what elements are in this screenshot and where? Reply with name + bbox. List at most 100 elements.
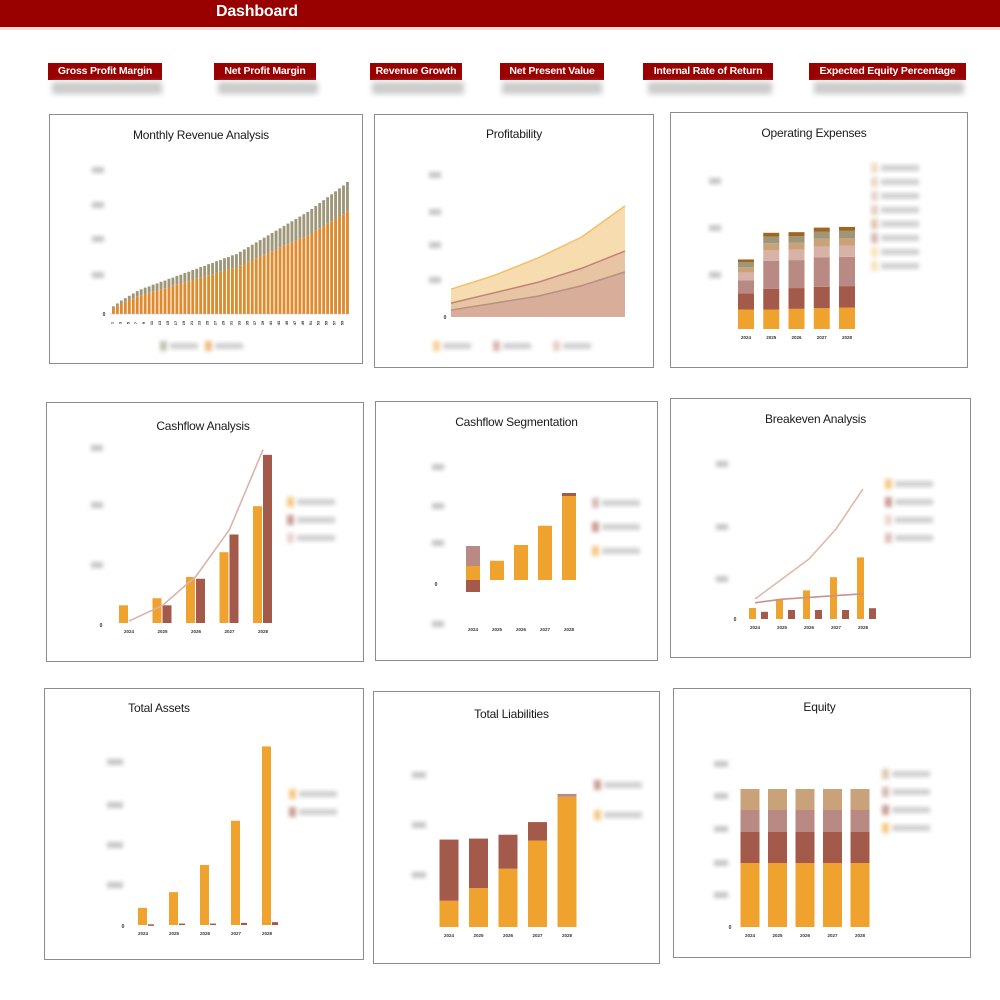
- bar-other: [219, 260, 222, 272]
- bar-segment-3: [763, 250, 780, 261]
- y-tick-label-blurred: [91, 502, 103, 508]
- bar-segment-0: [788, 308, 805, 329]
- bar-revenue: [195, 278, 199, 314]
- bar-revenue: [199, 277, 203, 314]
- chart-card-operating-expenses: Operating Expenses 2024 2025 2026 2027 2028: [670, 112, 968, 368]
- bar-segment-3: [768, 789, 787, 810]
- kpi-revenue-growth[interactable]: Revenue Growth: [370, 63, 462, 80]
- y-tick-label-blurred: [709, 225, 721, 231]
- bar-other: [139, 289, 143, 296]
- bar-revenue: [211, 274, 215, 314]
- y-tick-label-blurred: [107, 842, 123, 848]
- bar-segment-3: [850, 789, 870, 810]
- bar-segment-2: [763, 260, 780, 289]
- kpi-expected-equity-percentage[interactable]: Expected Equity Percentage: [809, 63, 966, 80]
- bar-segment-0: [740, 863, 760, 927]
- kpi-net-profit-margin[interactable]: Net Profit Margin: [214, 63, 316, 80]
- x-tick-label: 2026: [800, 933, 811, 938]
- y-tick-label-blurred: [429, 242, 441, 248]
- bar-other: [302, 214, 306, 238]
- chart-cashflow: 2024 2025 2026 2027 2028 0: [91, 445, 335, 634]
- bar-series-0: [219, 552, 229, 623]
- y-zero-label: 0: [734, 617, 737, 623]
- bar-revenue: [151, 291, 155, 314]
- x-tick-label: 29: [220, 320, 225, 325]
- bar-segment-0: [439, 900, 459, 927]
- bar-series-1: [815, 610, 822, 619]
- legend-swatch-blurred: [433, 341, 440, 351]
- y-tick-label-blurred: [107, 882, 123, 888]
- bar-other: [211, 262, 215, 275]
- bar-series-0: [562, 496, 576, 580]
- bar-other: [223, 258, 226, 271]
- x-tick-label: 15: [165, 320, 170, 325]
- legend-label-blurred: [170, 343, 198, 349]
- kpi-net-present-value[interactable]: Net Present Value: [500, 63, 604, 80]
- legend-label-blurred: [895, 481, 933, 487]
- bar-series-1: [869, 608, 876, 619]
- bar-segment-2: [788, 260, 805, 289]
- bar-segment-1: [813, 286, 830, 309]
- x-tick-label: 2027: [224, 629, 235, 634]
- x-tick-label: 53: [316, 320, 321, 325]
- chart-operating-expenses: 2024 2025 2026 2027 2028: [709, 163, 919, 340]
- x-tick-label: 19: [181, 320, 186, 325]
- legend-swatch-blurred: [594, 780, 601, 790]
- kpi-internal-rate-of-return[interactable]: Internal Rate of Return: [643, 63, 773, 80]
- bar-revenue: [310, 233, 314, 314]
- x-tick-label: 2024: [741, 335, 752, 340]
- legend-swatch-blurred: [871, 219, 878, 229]
- bar-other: [159, 281, 163, 290]
- legend-swatch-blurred: [553, 341, 560, 351]
- bar-other: [310, 208, 314, 233]
- bar-series-2: [466, 546, 480, 566]
- y-tick-label-blurred: [716, 461, 728, 467]
- bar-segment-0: [768, 863, 787, 927]
- legend-label-blurred: [299, 791, 337, 797]
- kpi-gross-profit-margin[interactable]: Gross Profit Margin: [48, 63, 162, 80]
- x-tick-label: 39: [260, 320, 265, 325]
- x-tick-label: 2026: [516, 627, 527, 632]
- x-tick-label: 33: [236, 320, 241, 325]
- bar-revenue: [187, 281, 191, 314]
- bar-other: [215, 261, 218, 273]
- legend-swatch-blurred: [160, 341, 167, 351]
- bar-other: [155, 283, 159, 291]
- bar-series-1: [788, 610, 795, 619]
- bar-revenue: [242, 263, 246, 314]
- bar-other: [163, 280, 167, 289]
- legend-swatch-blurred: [871, 163, 878, 173]
- line-series-1: [450, 250, 626, 304]
- x-tick-label: 2024: [444, 933, 455, 938]
- bar-segment-6: [763, 232, 780, 237]
- bar-series-0: [262, 746, 271, 925]
- legend-swatch-blurred: [882, 823, 889, 833]
- bar-revenue: [231, 268, 234, 314]
- x-tick-label: 11: [149, 320, 154, 325]
- y-tick-label-blurred: [714, 892, 728, 898]
- bar-series-0: [490, 560, 504, 580]
- bar-other: [123, 298, 127, 302]
- bar-other: [342, 185, 345, 215]
- x-tick-label: 2026: [804, 625, 815, 630]
- legend-swatch-blurred: [871, 205, 878, 215]
- x-tick-label: 5: [125, 321, 130, 324]
- bar-other: [270, 233, 274, 252]
- bar-segment-1: [850, 832, 870, 863]
- bar-segment-4: [788, 242, 805, 250]
- x-tick-label: 2025: [777, 625, 788, 630]
- bar-other: [187, 271, 191, 282]
- bar-other: [143, 287, 147, 295]
- bar-series-0: [830, 577, 837, 619]
- x-tick-label: 2028: [562, 933, 573, 938]
- legend-swatch-blurred: [882, 805, 889, 815]
- legend-label-blurred: [881, 221, 919, 227]
- bar-segment-6: [738, 259, 754, 263]
- bar-revenue: [139, 295, 143, 314]
- x-tick-label: 2028: [262, 931, 273, 936]
- bar-segment-3: [738, 272, 754, 281]
- x-tick-label: 2027: [540, 627, 551, 632]
- legend-swatch-blurred: [871, 177, 878, 187]
- legend-label-blurred: [892, 825, 930, 831]
- x-tick-label: 2024: [745, 933, 756, 938]
